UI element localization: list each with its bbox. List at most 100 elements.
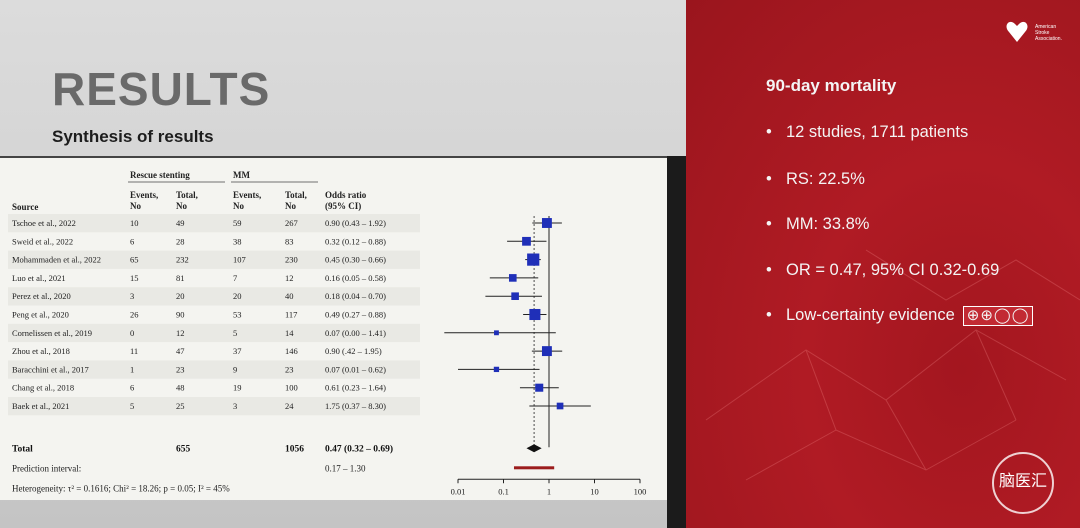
cell-0-0: Tschoe et al., 2022 (12, 218, 76, 228)
table-row-bg (8, 323, 420, 343)
column-header-1: No (130, 201, 141, 211)
cell-1-4: 83 (285, 236, 294, 246)
x-tick-label-2: 1 (547, 486, 551, 496)
column-header-4: No (285, 201, 296, 211)
table-row-bg (8, 214, 420, 233)
study-marker-3 (508, 274, 517, 282)
cell-1-3: 38 (233, 236, 242, 246)
study-marker-7 (541, 346, 552, 357)
cell-8-2: 23 (176, 364, 185, 374)
cell-8-5: 0.07 (0.01 – 0.62) (325, 364, 386, 374)
table-row-bg (8, 397, 420, 416)
cell-4-2: 20 (176, 291, 185, 301)
cell-7-1: 11 (130, 346, 138, 356)
cell-0-1: 10 (130, 218, 139, 228)
cell-2-5: 0.45 (0.30 – 0.66) (325, 255, 386, 265)
cell-10-0: Baek et al., 2021 (12, 401, 69, 411)
svg-text:American: American (1035, 24, 1056, 30)
grade-certainty-badge: ⊕⊕◯◯ (962, 306, 1034, 326)
slide-subtitle: Synthesis of results (52, 127, 214, 146)
cell-4-3: 20 (233, 291, 242, 301)
cell-6-0: Cornelissen et al., 2019 (12, 328, 92, 338)
column-header-2: Total, (176, 190, 198, 200)
total-mm: 1056 (285, 444, 304, 454)
bullet-mm: • MM: 33.8% (766, 215, 870, 233)
x-tick-label-3: 10 (590, 486, 599, 496)
cell-10-1: 5 (130, 401, 134, 411)
bullet-rs: • RS: 22.5% (766, 170, 865, 188)
cell-2-0: Mohammaden et al., 2022 (12, 255, 101, 265)
cell-6-5: 0.07 (0.00 – 1.41) (325, 328, 386, 338)
cell-3-3: 7 (233, 273, 237, 283)
column-header-4: Total, (285, 190, 307, 200)
x-tick-label-4: 100 (634, 486, 647, 496)
cell-3-2: 81 (176, 273, 185, 283)
cell-3-5: 0.16 (0.05 – 0.58) (325, 273, 386, 283)
cell-1-5: 0.32 (0.12 – 0.88) (325, 236, 386, 246)
study-marker-8 (493, 366, 500, 373)
group-header-mm: MM (233, 170, 250, 180)
prediction-value: 0.17 – 1.30 (325, 463, 366, 473)
x-tick-label-0: 0.01 (451, 486, 466, 496)
slide-left-panel: RESULTS Synthesis of results Rescue sten… (0, 0, 686, 528)
bullet-or: • OR = 0.47, 95% CI 0.32-0.69 (766, 261, 1000, 279)
prediction-bar (513, 466, 555, 470)
cell-1-1: 6 (130, 236, 134, 246)
total-rs: 655 (176, 444, 191, 454)
slide-title: RESULTS (52, 63, 271, 115)
cell-2-4: 230 (285, 255, 298, 265)
cell-9-3: 19 (233, 383, 242, 393)
group-header-rs: Rescue stenting (130, 170, 190, 180)
study-marker-4 (511, 292, 519, 300)
cell-9-2: 48 (176, 383, 185, 393)
column-header-3: No (233, 201, 244, 211)
cell-2-2: 232 (176, 255, 189, 265)
study-marker-1 (522, 236, 531, 246)
slide-right-panel (686, 0, 1080, 528)
column-header-5: Odds ratio (325, 190, 367, 200)
cell-6-3: 5 (233, 328, 237, 338)
cell-0-4: 267 (285, 218, 298, 228)
american-stroke-association-logo: American Stroke Association. (1005, 16, 1065, 52)
cell-7-5: 0.90 (.42 – 1.95) (325, 346, 382, 356)
watermark-logo: 脑医汇 (992, 452, 1054, 514)
cell-4-5: 0.18 (0.04 – 0.70) (325, 291, 386, 301)
screen-edge (667, 156, 686, 528)
heterogeneity-text: Heterogeneity: τ² = 0.1616; Chi² = 18.26… (12, 483, 230, 493)
svg-text:Stroke: Stroke (1035, 30, 1050, 36)
cell-5-2: 90 (176, 310, 185, 320)
cell-3-4: 12 (285, 273, 294, 283)
cell-0-3: 59 (233, 218, 242, 228)
cell-4-0: Perez et al., 2020 (12, 291, 71, 301)
column-header-0: Source (12, 202, 38, 212)
cell-5-0: Peng et al., 2020 (12, 310, 69, 320)
cell-9-1: 6 (130, 383, 134, 393)
cell-5-1: 26 (130, 310, 139, 320)
column-header-5: (95% CI) (325, 201, 361, 211)
cell-8-0: Baracchini et al., 2017 (12, 364, 89, 374)
cell-1-2: 28 (176, 236, 185, 246)
cell-7-4: 146 (285, 346, 298, 356)
cell-5-3: 53 (233, 310, 242, 320)
cell-10-5: 1.75 (0.37 – 8.30) (325, 401, 386, 411)
cell-8-4: 23 (285, 364, 294, 374)
cell-7-0: Zhou et al., 2018 (12, 346, 70, 356)
cell-10-4: 24 (285, 401, 294, 411)
bullet-studies: • 12 studies, 1711 patients (766, 123, 969, 141)
table-row-bg (8, 287, 420, 306)
cell-9-4: 100 (285, 383, 298, 393)
column-header-2: No (176, 201, 187, 211)
svg-text:Association.: Association. (1035, 36, 1062, 42)
study-marker-2 (527, 253, 540, 266)
cell-6-2: 12 (176, 328, 185, 338)
cell-0-2: 49 (176, 218, 185, 228)
cell-3-0: Luo et al., 2021 (12, 273, 66, 283)
cell-4-1: 3 (130, 291, 134, 301)
study-marker-9 (535, 383, 544, 392)
forest-plot-svg: Rescue stenting MMSourceEvents,NoTotal,No… (8, 170, 647, 496)
cell-7-2: 47 (176, 346, 185, 356)
cell-2-3: 107 (233, 255, 246, 265)
study-marker-0 (541, 218, 552, 228)
prediction-label: Prediction interval: (12, 463, 81, 473)
cell-5-4: 117 (285, 310, 297, 320)
